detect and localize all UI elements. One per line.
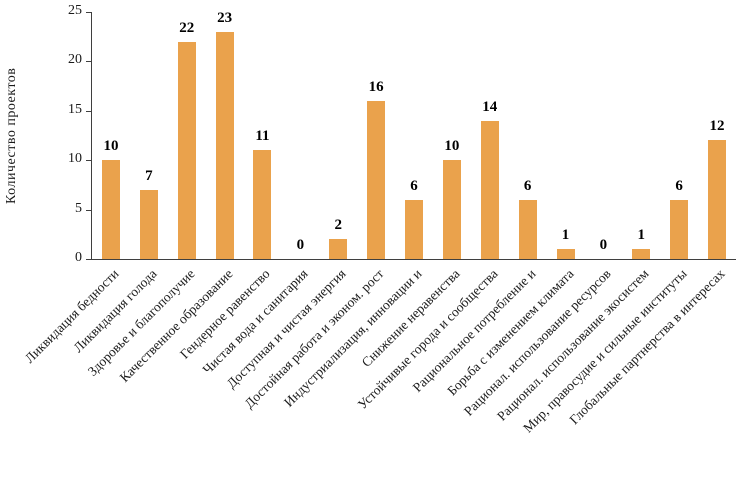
bar-value-label: 23 (217, 9, 233, 26)
y-tick-label: 0 (75, 250, 82, 265)
bar (101, 160, 120, 259)
x-tick-label: Мир, правосудие и сильные институты (520, 266, 690, 436)
bar (480, 120, 499, 259)
y-tick-label: 15 (68, 101, 82, 117)
bar (329, 239, 348, 259)
bar (442, 160, 461, 259)
y-tick-mark (86, 160, 92, 162)
bar (670, 199, 689, 259)
bar-value-label: 6 (523, 177, 532, 194)
x-axis-line (91, 259, 736, 260)
y-axis-title: Количество проектов (4, 67, 19, 204)
bar (139, 189, 158, 259)
y-tick-mark (86, 110, 92, 112)
bar (556, 249, 575, 259)
bar-value-label: 14 (482, 98, 498, 115)
bar-value-label: 6 (410, 177, 418, 194)
bar (518, 199, 537, 259)
bar-value-label: 22 (179, 19, 195, 36)
bar-value-label: 10 (444, 138, 460, 155)
bar (708, 140, 727, 259)
y-tick-mark (86, 61, 92, 63)
bar-value-label: 16 (368, 78, 384, 95)
y-tick-mark (86, 209, 92, 211)
y-tick-label: 25 (68, 3, 82, 18)
y-tick-label: 10 (68, 151, 82, 167)
y-tick-label: 20 (68, 52, 82, 68)
bar (632, 249, 651, 259)
y-tick-label: 5 (75, 200, 82, 216)
bar (253, 150, 272, 259)
bar-value-label: 12 (709, 118, 725, 135)
bar (215, 31, 234, 259)
y-tick-mark (86, 259, 92, 260)
y-axis-line (91, 12, 92, 260)
bar (367, 100, 386, 259)
bar-value-label: 11 (255, 128, 270, 145)
bar-value-label: 10 (103, 138, 119, 155)
bar-value-label: 0 (599, 237, 608, 253)
bar-value-label: 0 (296, 237, 305, 253)
bar-value-label: 2 (334, 217, 342, 234)
bar (405, 199, 423, 259)
bar-value-label: 1 (561, 227, 570, 244)
bar-value-label: 7 (145, 167, 153, 184)
bar (177, 41, 196, 259)
bar-value-label: 1 (637, 227, 646, 244)
y-tick-mark (86, 12, 92, 13)
bar-value-label: 6 (675, 177, 683, 194)
